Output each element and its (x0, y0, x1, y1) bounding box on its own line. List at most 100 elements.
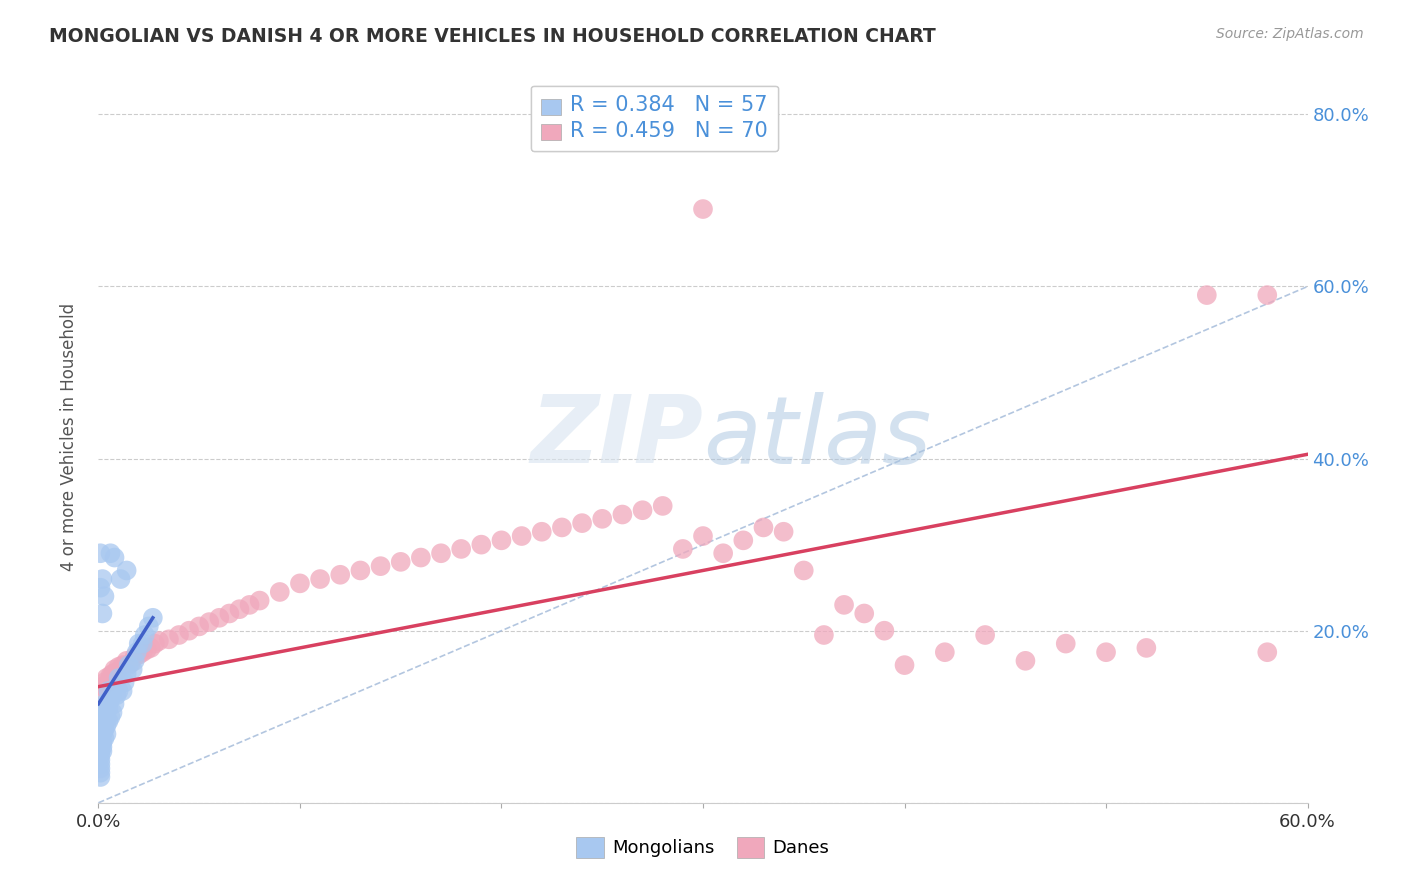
Point (128, 648, 150, 662)
Point (114, 675, 136, 690)
Point (389, 555, 412, 569)
Point (752, 520, 775, 534)
Point (711, 546, 734, 560)
Point (143, 637, 166, 651)
Point (208, 611, 231, 625)
Text: ZIP: ZIP (530, 391, 703, 483)
Point (89, 735, 111, 749)
Point (91, 735, 114, 749)
Point (1135, 640, 1157, 655)
Point (631, 503, 654, 517)
Point (142, 611, 165, 625)
Point (96, 697, 118, 711)
Point (157, 632, 180, 647)
Point (179, 624, 201, 638)
Point (370, 559, 392, 574)
Point (188, 619, 211, 633)
Point (893, 658, 915, 673)
Point (1054, 637, 1077, 651)
Point (409, 550, 432, 565)
Point (96, 710, 118, 724)
Point (832, 598, 855, 612)
Point (124, 654, 146, 668)
Point (91, 744, 114, 758)
Point (91, 680, 114, 694)
Point (1195, 288, 1218, 302)
Point (115, 564, 138, 578)
Point (91, 607, 114, 621)
Point (103, 662, 125, 676)
Point (89, 581, 111, 595)
Point (873, 624, 896, 638)
Point (93, 675, 115, 690)
Point (551, 520, 574, 534)
Point (974, 628, 997, 642)
Point (124, 649, 146, 664)
Point (97, 701, 120, 715)
Point (139, 640, 162, 655)
Point (93, 697, 115, 711)
Point (89, 761, 111, 775)
Point (269, 585, 291, 599)
Point (101, 666, 124, 681)
Point (107, 660, 129, 674)
Point (110, 572, 132, 586)
Point (101, 688, 124, 702)
Point (91, 739, 114, 754)
Point (934, 645, 956, 659)
Point (853, 607, 876, 621)
Point (111, 684, 134, 698)
Point (91, 718, 114, 732)
Point (591, 512, 613, 526)
Point (148, 634, 170, 648)
Point (89, 753, 111, 767)
Text: Source: ZipAtlas.com: Source: ZipAtlas.com (1216, 27, 1364, 41)
Point (571, 516, 593, 530)
Legend: Mongolians, Danes: Mongolians, Danes (569, 830, 837, 865)
Point (1014, 654, 1036, 668)
Point (491, 533, 513, 548)
Text: atlas: atlas (703, 392, 931, 483)
Point (89, 744, 111, 758)
Point (89, 748, 111, 763)
Point (107, 671, 129, 685)
Point (97, 714, 120, 728)
Point (813, 628, 835, 642)
Point (772, 524, 794, 539)
Point (349, 564, 371, 578)
Point (91, 706, 114, 720)
Point (91, 572, 114, 586)
Point (93, 723, 115, 737)
Point (128, 637, 150, 651)
Point (125, 645, 148, 659)
Point (249, 593, 271, 607)
Point (218, 607, 240, 621)
Point (89, 770, 111, 784)
Point (100, 546, 122, 560)
Point (107, 684, 129, 698)
Point (167, 628, 190, 642)
Point (103, 550, 125, 565)
Point (135, 642, 157, 657)
Point (97, 675, 120, 690)
Point (530, 524, 553, 539)
Point (309, 572, 332, 586)
Point (510, 529, 533, 543)
Point (672, 541, 695, 556)
Point (692, 529, 714, 543)
Point (733, 533, 755, 548)
Point (96, 718, 118, 732)
Point (1256, 288, 1278, 302)
Point (1256, 645, 1278, 659)
Point (329, 567, 352, 582)
Text: MONGOLIAN VS DANISH 4 OR MORE VEHICLES IN HOUSEHOLD CORRELATION CHART: MONGOLIAN VS DANISH 4 OR MORE VEHICLES I… (49, 27, 936, 45)
Legend: R = 0.384   N = 57, R = 0.459   N = 70: R = 0.384 N = 57, R = 0.459 N = 70 (531, 86, 778, 151)
Point (93, 589, 115, 603)
Point (91, 710, 114, 724)
Point (89, 757, 111, 772)
Point (105, 688, 128, 702)
Point (138, 619, 160, 633)
Point (651, 499, 673, 513)
Point (288, 576, 311, 591)
Point (91, 727, 114, 741)
